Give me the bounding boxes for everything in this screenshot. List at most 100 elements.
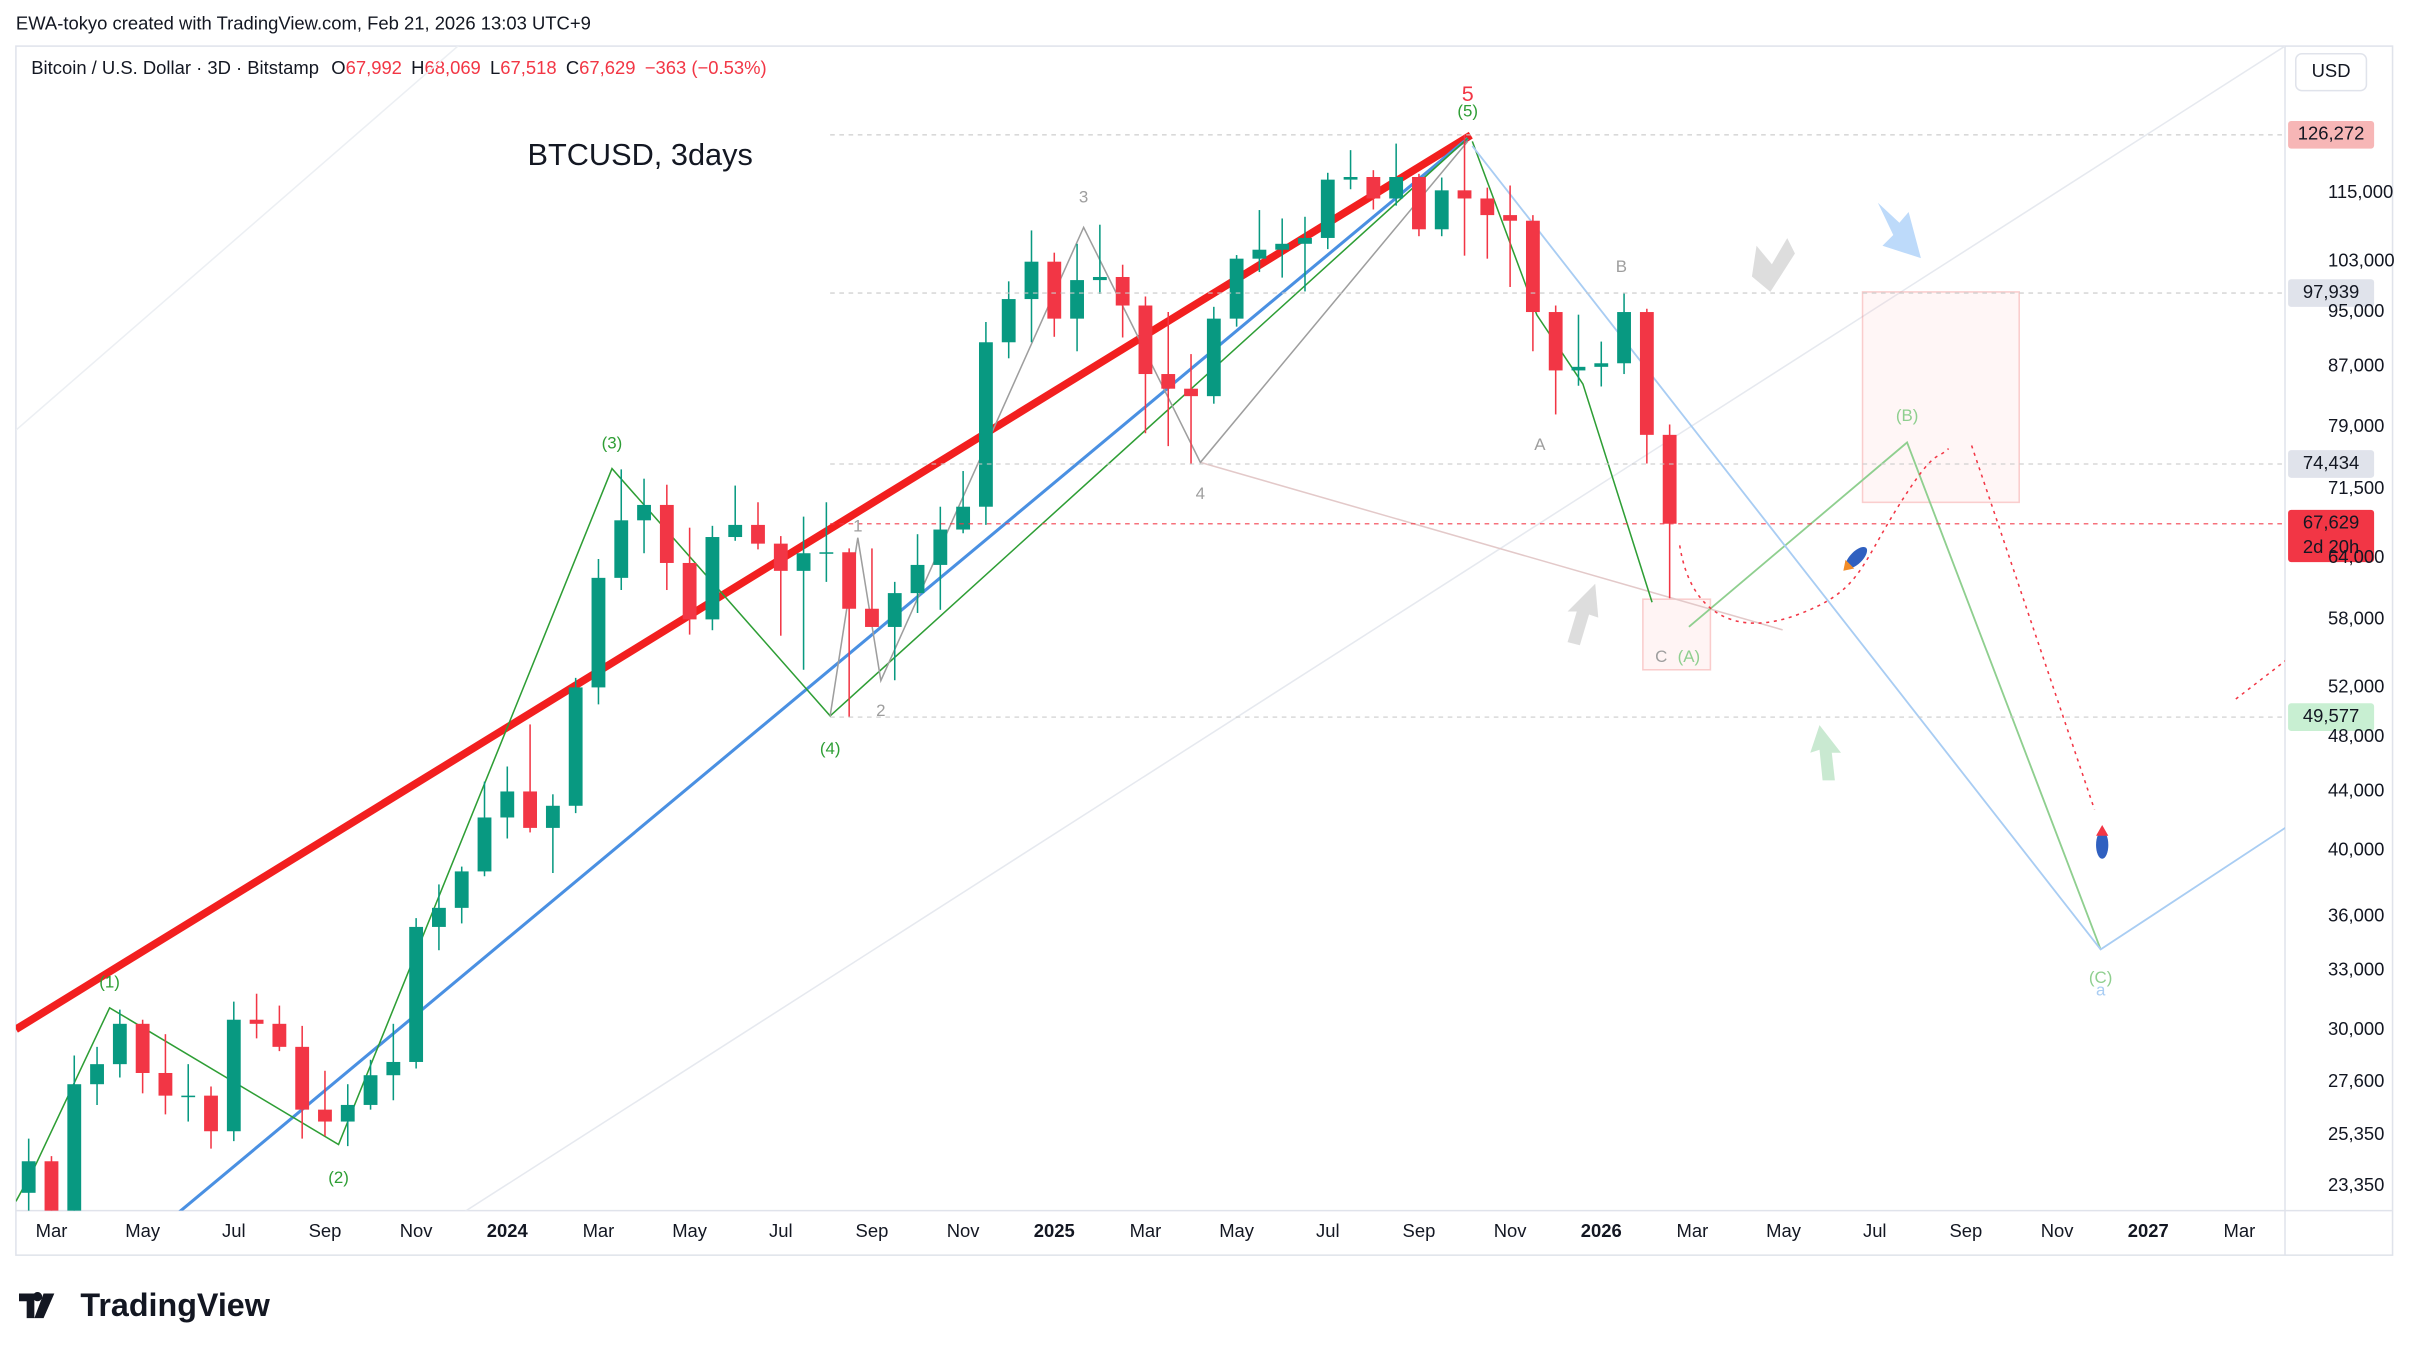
candle-body [1047, 261, 1062, 319]
wave-label: 5 [1462, 82, 1474, 106]
candle-body [1389, 177, 1404, 199]
candle-body [842, 552, 857, 609]
candle-body [591, 577, 606, 688]
candle-body [1298, 237, 1312, 244]
candle-body [637, 504, 651, 521]
candle-body [1320, 179, 1335, 238]
arrow-icon [1567, 583, 1599, 646]
price-marks: 126,272 97,939 74,434 49,577 67,629 2d 20h [830, 120, 2375, 731]
candle-body [956, 506, 971, 530]
candle-body [500, 791, 515, 818]
x-tick-label: May [672, 1220, 708, 1241]
price-label: 126,272 [2298, 123, 2365, 144]
price-label-box [2288, 509, 2375, 563]
price-label: 74,434 [2303, 452, 2359, 473]
candle-body [865, 608, 879, 627]
x-tick-label: Nov [2041, 1220, 2075, 1241]
y-tick-label: 103,000 [2328, 250, 2395, 271]
arrow-icon [1877, 202, 1921, 259]
candle-body [751, 524, 765, 544]
candle-body [1457, 190, 1472, 199]
ohlc-value: 67,629 [579, 57, 635, 78]
currency[interactable]: USD [2312, 60, 2351, 81]
wave-label: 4 [1196, 484, 1205, 503]
trend-line [15, 131, 1473, 1033]
y-tick-label: 95,000 [2328, 300, 2384, 321]
candle-body [340, 1104, 355, 1122]
ohlc-value: 67,518 [500, 57, 556, 78]
x-tick-label: Jul [222, 1220, 246, 1241]
candle-body [1639, 312, 1654, 435]
wave-label: 2 [876, 701, 885, 720]
wave-labels: (1) (2) (3) (4) (5) 5 1 2 3 4 A B C (A) … [99, 82, 2112, 1187]
x-tick-label: Sep [1950, 1220, 1983, 1241]
footer-logo-text: TradingView [80, 1287, 270, 1323]
candle-body [1617, 312, 1631, 364]
wave-label: A [1534, 435, 1546, 454]
candle-body [1434, 190, 1449, 230]
candle-body [1548, 312, 1563, 371]
candle-body [614, 520, 629, 578]
candle-body [545, 805, 560, 828]
x-tick-label: Jul [1316, 1220, 1340, 1241]
candle-body [318, 1109, 332, 1122]
rocket-icon [1843, 546, 1868, 571]
candle-body [773, 543, 788, 571]
rocket-icon [2096, 824, 2109, 859]
wave-label: a [2096, 980, 2106, 999]
price-label: 67,629 [2303, 512, 2359, 533]
x-tick-label: Sep [1403, 1220, 1436, 1241]
arrow-icon [1751, 238, 1795, 292]
candle-body [1229, 258, 1244, 319]
price-label-box [2288, 120, 2375, 149]
x-tick-label: Mar [2224, 1220, 2256, 1241]
x-tick-label: Nov [1494, 1220, 1528, 1241]
candle-body [1343, 177, 1358, 180]
arrow-icon [1810, 725, 1842, 781]
candle-body [1480, 198, 1495, 216]
candle-body [682, 562, 697, 620]
y-tick-label: 64,000 [2328, 546, 2384, 567]
x-tick-label: May [1766, 1220, 1802, 1241]
candle-body [409, 926, 424, 1062]
channel-line [15, 46, 460, 431]
wave-label: (5) [1457, 102, 1478, 121]
candle-body [1206, 318, 1221, 397]
candle-body [568, 687, 583, 806]
price-label-box [2288, 703, 2375, 731]
credit: EWA-tokyo created with TradingView.com, … [16, 12, 591, 33]
chart-title: BTCUSD, 3days [528, 137, 753, 172]
candle-body [1662, 434, 1677, 524]
ohlc-key: C [566, 57, 579, 78]
candle-body [1252, 249, 1267, 259]
countdown: 2d 20h [2303, 536, 2359, 557]
candle-body [978, 342, 993, 507]
candle-body [659, 504, 674, 563]
candle-body [1092, 276, 1107, 281]
channel-line [464, 46, 2286, 1211]
x-tick-label: Nov [947, 1220, 981, 1241]
candle-body [1024, 261, 1039, 300]
wave-label: 1 [853, 516, 862, 535]
x-tick-label: 2025 [1034, 1220, 1075, 1241]
ohlc-change: −363 (−0.53%) [645, 57, 767, 78]
price-label: 49,577 [2303, 705, 2359, 726]
candle-body [1525, 220, 1540, 313]
y-tick-label: 25,350 [2328, 1123, 2384, 1144]
y-tick-label: 30,000 [2328, 1018, 2384, 1039]
candle-body [1412, 177, 1426, 230]
wave-label: B [1616, 257, 1627, 276]
y-tick-label: 36,000 [2328, 904, 2384, 925]
projection-line [1471, 145, 2286, 951]
x-tick-label: Sep [856, 1220, 889, 1241]
y-tick-label: 44,000 [2328, 779, 2384, 800]
wave-label: (A) [1678, 647, 1701, 666]
wave-label: C [1655, 647, 1667, 666]
y-tick-label: 48,000 [2328, 725, 2384, 746]
candle-body [796, 553, 811, 571]
x-tick-label: Jul [1863, 1220, 1887, 1241]
y-tick-label: 23,350 [2328, 1174, 2384, 1195]
currency-button[interactable] [2294, 53, 2368, 92]
x-tick-label: Mar [36, 1220, 68, 1241]
